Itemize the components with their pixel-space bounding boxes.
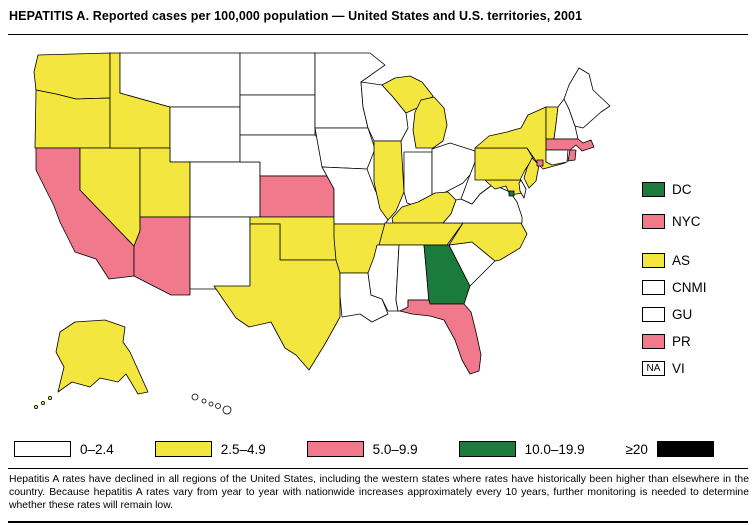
as-swatch bbox=[642, 253, 665, 268]
as-label: AS bbox=[672, 253, 691, 268]
ak-aleutian-island-1 bbox=[47, 395, 52, 400]
territory-row-dc: DC bbox=[642, 182, 707, 197]
territory-row-as: AS bbox=[642, 253, 707, 268]
state-co bbox=[189, 161, 261, 218]
legend-item-2-5-4-9: 2.5–4.9 bbox=[154, 441, 266, 457]
state-tn bbox=[378, 222, 464, 246]
gu-swatch bbox=[642, 307, 665, 322]
state-ma bbox=[545, 138, 595, 152]
state-hi-island-2 bbox=[201, 398, 207, 404]
cnmi-swatch bbox=[642, 280, 665, 295]
territory-row-vi: NA VI bbox=[642, 361, 707, 376]
state-fl bbox=[399, 299, 482, 375]
state-hi-island-4 bbox=[215, 403, 221, 409]
state-hi-island-3 bbox=[208, 401, 214, 407]
nyc-label: NYC bbox=[672, 214, 701, 229]
state-sd bbox=[239, 94, 316, 136]
label-5-0-9-9: 5.0–9.9 bbox=[372, 441, 418, 457]
figure-title: HEPATITIS A. Reported cases per 100,000 … bbox=[9, 9, 583, 23]
state-or bbox=[34, 89, 111, 149]
dc-swatch bbox=[642, 182, 665, 197]
state-tx bbox=[213, 223, 341, 371]
label-10-0-19-9: 10.0–19.9 bbox=[524, 441, 585, 457]
dc-marker bbox=[508, 190, 515, 197]
nyc-swatch bbox=[642, 214, 665, 229]
state-hi-island-5 bbox=[222, 405, 232, 415]
state-mo bbox=[321, 166, 391, 225]
footnote-text: Hepatitis A rates have declined in all r… bbox=[9, 474, 749, 512]
pr-swatch bbox=[642, 334, 665, 349]
label-20-plus: ≥20 bbox=[625, 441, 648, 457]
territory-legend: DC NYC AS CNMI GU PR NA bbox=[642, 182, 707, 388]
state-ct bbox=[545, 149, 569, 166]
legend-item-0-2-4: 0–2.4 bbox=[14, 441, 114, 457]
gu-label: GU bbox=[672, 307, 693, 322]
title-divider bbox=[8, 34, 748, 35]
state-hi-island-1 bbox=[191, 393, 199, 401]
swatch-5-0-9-9 bbox=[306, 441, 364, 457]
us-map bbox=[33, 52, 611, 415]
territory-row-nyc: NYC bbox=[642, 214, 707, 229]
territory-row-pr: PR bbox=[642, 334, 707, 349]
state-ri bbox=[567, 149, 577, 162]
state-mi bbox=[412, 96, 448, 149]
bottom-divider bbox=[8, 521, 748, 523]
state-nc bbox=[448, 222, 528, 262]
state-pa bbox=[474, 147, 534, 181]
legend-item-5-0-9-9: 5.0–9.9 bbox=[306, 441, 418, 457]
label-2-5-4-9: 2.5–4.9 bbox=[220, 441, 266, 457]
pr-label: PR bbox=[672, 334, 691, 349]
label-0-2-4: 0–2.4 bbox=[80, 441, 114, 457]
legend-item-20-plus: ≥20 bbox=[626, 441, 714, 457]
vi-label: VI bbox=[672, 361, 685, 376]
state-ia bbox=[314, 127, 376, 170]
state-nd bbox=[239, 52, 316, 96]
territory-row-gu: GU bbox=[642, 307, 707, 322]
dc-label: DC bbox=[672, 182, 692, 197]
state-az bbox=[133, 216, 191, 296]
cnmi-label: CNMI bbox=[672, 280, 707, 295]
rate-category-legend: 0–2.4 2.5–4.9 5.0–9.9 10.0–19.9 ≥20 bbox=[14, 441, 714, 457]
swatch-0-2-4 bbox=[14, 441, 71, 457]
swatch-10-0-19-9 bbox=[458, 441, 516, 457]
territory-row-cnmi: CNMI bbox=[642, 280, 707, 295]
swatch-2-5-4-9 bbox=[154, 441, 212, 457]
footnote-divider bbox=[8, 468, 748, 469]
nyc-marker bbox=[536, 159, 544, 167]
vi-swatch: NA bbox=[642, 361, 665, 376]
state-me bbox=[563, 67, 611, 129]
swatch-20-plus bbox=[656, 441, 714, 457]
state-il bbox=[373, 140, 405, 221]
state-ak bbox=[55, 319, 149, 395]
state-ks bbox=[259, 175, 335, 218]
ak-aleutian-island-3 bbox=[34, 404, 39, 409]
state-nm bbox=[189, 216, 251, 290]
state-de bbox=[518, 179, 527, 199]
ak-aleutian-island-2 bbox=[40, 400, 45, 405]
legend-item-10-0-19-9: 10.0–19.9 bbox=[458, 441, 585, 457]
state-wy bbox=[169, 106, 241, 163]
